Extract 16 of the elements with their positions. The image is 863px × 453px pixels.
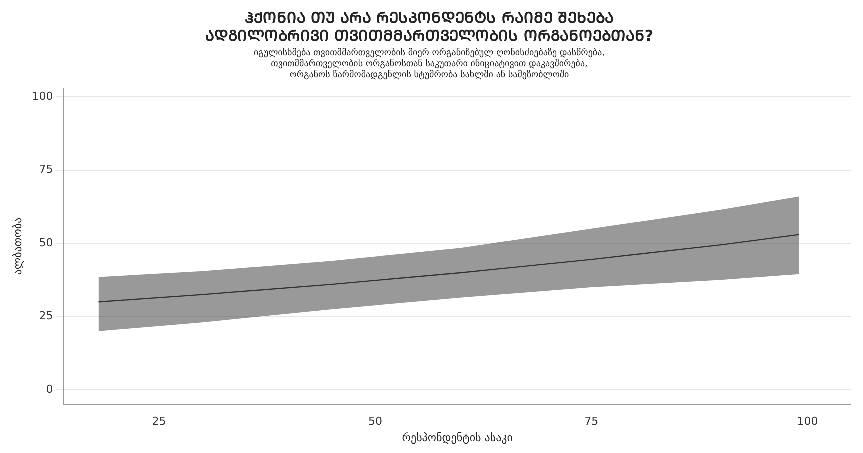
x-tick-label: 25 xyxy=(152,415,166,428)
y-tick-label: 100 xyxy=(32,90,54,104)
x-tick-label: 100 xyxy=(797,415,818,428)
y-tick-label: 0 xyxy=(46,382,54,396)
text: ორგანოს წარმომადგენლის სტუმრობა სახლში ან სამეზობლოში xyxy=(290,70,570,80)
x-tick-label: 50 xyxy=(368,415,382,428)
text: იგულისხმება თვითმმართველობის მიერ ორგანიზებულ ღონისძიებაზე დასწრება, xyxy=(254,48,605,59)
text: თვითმმართველობის ორგანოსთან საკუთარი ინიციატივით დაკავშირება, xyxy=(271,60,588,70)
text: ᲐᲓᲒᲘᲚᲝᲑᲠᲘᲕᲘ ᲗᲕᲘᲗᲛᲛᲐᲠᲗᲕᲔᲚᲝᲑᲘᲡ ᲝᲠᲒᲐᲜᲝᲔᲑᲗᲐᲜ? xyxy=(205,26,654,45)
y-axis-title: ალბათობა xyxy=(11,217,24,276)
x-axis-title: რესპონდენტის ასაკი xyxy=(402,431,514,444)
y-tick-label: 75 xyxy=(39,163,54,176)
y-tick-label: 25 xyxy=(39,310,54,323)
y-tick-label: 50 xyxy=(39,236,54,250)
x-tick-label: 75 xyxy=(584,415,599,428)
text: ᲰᲥᲝᲜᲘᲐ ᲗᲣ ᲐᲠᲐ ᲠᲔᲡᲞᲝᲜᲓᲔᲜᲢᲡ ᲠᲐᲘᲛᲔ ᲨᲔᲮᲔᲑᲐ xyxy=(244,8,614,27)
